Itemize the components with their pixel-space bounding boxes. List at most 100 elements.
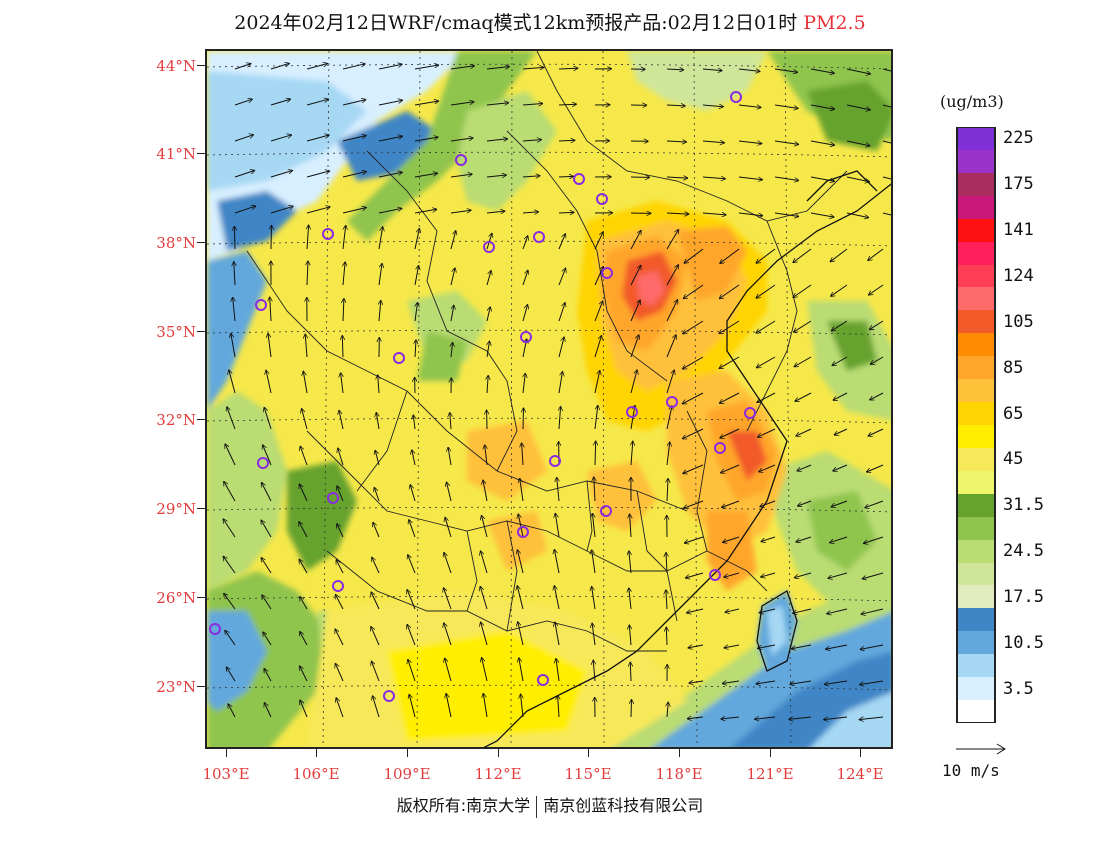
- wind-vector: [832, 356, 848, 366]
- wind-vector: [522, 67, 544, 69]
- wind-vector: [233, 297, 235, 322]
- wind-vector: [486, 211, 505, 213]
- station-marker: [709, 569, 721, 581]
- legend-swatch: [957, 172, 995, 197]
- wind-vector: [702, 177, 725, 179]
- wind-vector: [868, 248, 884, 260]
- wind-vector: [846, 104, 870, 110]
- wind-vector: [666, 590, 667, 610]
- wind-vector: [450, 305, 454, 322]
- wind-vector: [592, 513, 596, 538]
- legend-swatch: [957, 379, 995, 403]
- wind-vector: [793, 284, 812, 297]
- wind-vector: [824, 716, 848, 720]
- wind-vector: [666, 300, 678, 322]
- wind-vector: [846, 140, 870, 146]
- wind-vector: [270, 99, 291, 106]
- wind-vector: [761, 572, 776, 577]
- wind-vector: [522, 176, 540, 177]
- wind-vector: [774, 176, 799, 181]
- wind-vector: [810, 212, 834, 217]
- station-marker: [573, 173, 585, 185]
- wind-vector: [341, 373, 343, 394]
- wind-vector: [446, 694, 452, 718]
- wind-vector: [415, 303, 418, 322]
- wind-vector: [558, 104, 576, 105]
- monitoring-stations: [209, 91, 756, 702]
- wind-vector: [342, 208, 366, 214]
- wind-vector: [270, 135, 292, 142]
- wind-vector: [343, 262, 345, 286]
- copyright-right: 南京创蓝科技有限公司: [543, 796, 704, 815]
- wind-vector: [223, 556, 236, 574]
- legend-swatch: [957, 241, 995, 266]
- wind-vector: [522, 140, 541, 141]
- wind-vector: [414, 173, 438, 178]
- wind-vector: [558, 176, 573, 177]
- wind-reference-arrow: [956, 743, 1006, 755]
- wind-vector: [450, 268, 455, 286]
- wind-vector: [558, 68, 578, 69]
- wind-vector: [666, 177, 688, 178]
- wind-vector: [485, 445, 487, 466]
- wind-vector: [445, 517, 452, 538]
- station-marker: [537, 674, 549, 686]
- wind-vector: [666, 442, 670, 466]
- legend-swatch: [957, 631, 995, 655]
- wind-vector: [833, 464, 848, 471]
- wind-vector: [306, 207, 330, 214]
- wind-vector: [555, 622, 560, 646]
- wind-vector: [688, 644, 704, 648]
- wind-vector: [667, 702, 668, 718]
- wind-vector: [306, 135, 329, 142]
- wind-vector: [486, 175, 506, 177]
- legend-label: 85: [1003, 357, 1024, 378]
- wind-vector: [409, 520, 416, 538]
- legend-label: 124: [1003, 266, 1034, 286]
- wind-vector: [227, 407, 236, 430]
- wind-vector: [554, 586, 560, 610]
- legend-swatch: [957, 264, 995, 288]
- wind-vector: [702, 213, 726, 215]
- wind-vector: [373, 696, 380, 718]
- wind-vector: [374, 487, 380, 502]
- wind-vector: [523, 373, 525, 394]
- wind-vector: [444, 553, 452, 574]
- wind-vector: [480, 586, 488, 610]
- wind-vector: [521, 694, 524, 718]
- wind-vector: [761, 536, 776, 542]
- wind-vector: [299, 522, 308, 538]
- wind-vector: [482, 515, 488, 538]
- legend-label: 141: [1003, 220, 1034, 241]
- lon-label: 112°E: [474, 765, 522, 783]
- wind-vector: [630, 662, 631, 682]
- wind-vector: [270, 206, 293, 214]
- wind-vector: [558, 303, 565, 322]
- wind-vector: [666, 69, 684, 70]
- wind-vector: [797, 464, 812, 471]
- wind-vector: [445, 658, 452, 682]
- wind-vector: [486, 271, 491, 286]
- legend-label: 3.5: [1003, 678, 1034, 699]
- wind-vector: [593, 660, 595, 682]
- wind-vector: [342, 136, 366, 142]
- wind-vector: [223, 519, 236, 538]
- legend-label: 105: [1003, 311, 1034, 332]
- wind-vector: [810, 176, 834, 181]
- wind-vector: [305, 334, 307, 358]
- wind-vector: [414, 137, 438, 142]
- wind-vector: [867, 464, 884, 472]
- wind-vector: [264, 703, 272, 718]
- wind-vector: [830, 536, 848, 543]
- wind-vector: [738, 140, 762, 144]
- lat-label: 32°N: [156, 411, 196, 429]
- wind-vector: [685, 572, 704, 578]
- legend-swatch: [957, 539, 995, 564]
- wind-vector: [629, 625, 631, 646]
- station-marker: [666, 396, 678, 408]
- wind-vector: [335, 663, 344, 682]
- wind-vector: [666, 553, 667, 574]
- wind-vector: [631, 441, 633, 466]
- wind-vector: [234, 226, 235, 250]
- wind-vector: [342, 64, 365, 70]
